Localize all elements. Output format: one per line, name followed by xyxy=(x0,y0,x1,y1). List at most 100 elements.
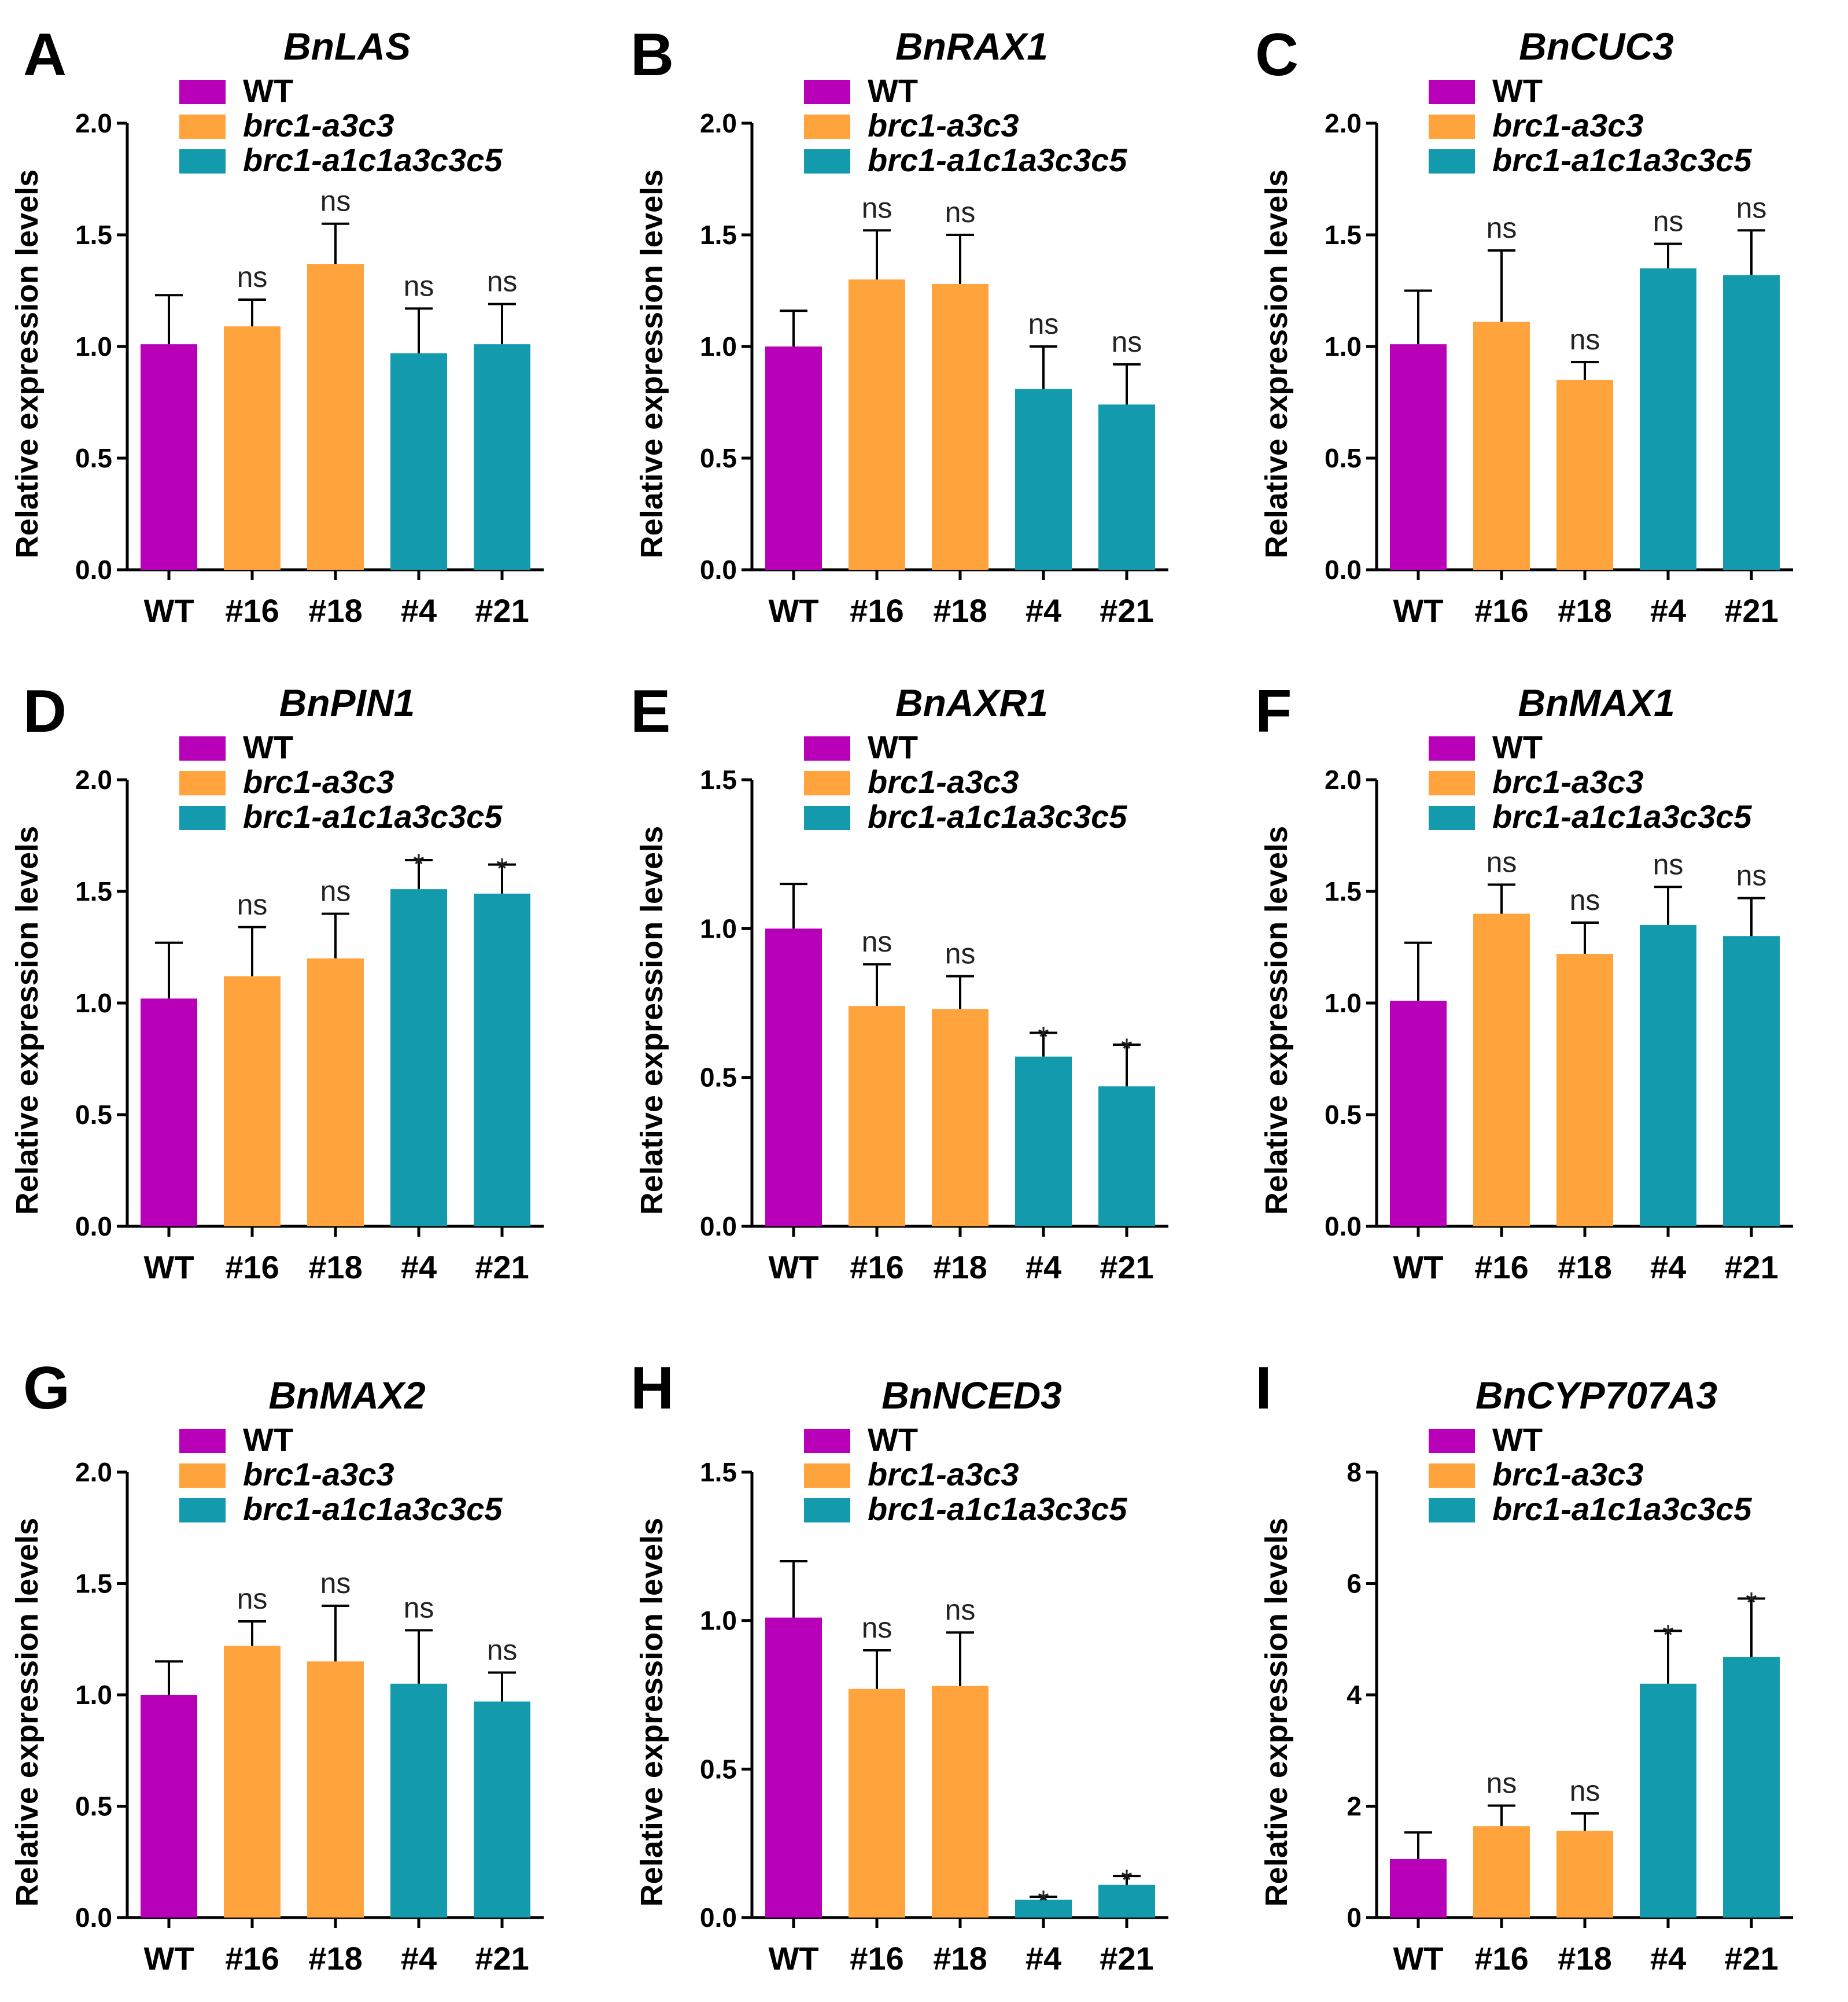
x-category-label: #4 xyxy=(1026,1249,1061,1285)
y-tick-label: 1.5 xyxy=(700,765,737,795)
y-tick-label: 2.0 xyxy=(75,765,112,795)
legend-label: brc1-a3c3 xyxy=(868,1456,1019,1492)
bar xyxy=(1640,924,1696,1226)
panel-letter: B xyxy=(630,21,674,89)
legend-swatch xyxy=(179,736,226,761)
bar xyxy=(1473,322,1530,570)
significance-label: * xyxy=(413,848,424,880)
legend-swatch xyxy=(804,1498,850,1522)
x-category-label: #16 xyxy=(850,1249,903,1285)
legend-swatch xyxy=(1429,736,1475,761)
bar xyxy=(390,1683,447,1918)
x-category-label: #21 xyxy=(1100,592,1153,629)
panel-b: B BnRAX1 0.0 0.5 1.0 1.5 2.0 Relative expressio… xyxy=(630,21,1168,629)
bar xyxy=(474,1701,530,1918)
significance-label: ns xyxy=(1486,846,1517,878)
significance-label: * xyxy=(1662,1618,1673,1651)
significance-label: ns xyxy=(1736,191,1767,224)
legend-swatch xyxy=(1429,806,1475,830)
bar xyxy=(224,976,281,1226)
bar xyxy=(1015,389,1072,570)
y-axis-title: Relative expression levels xyxy=(635,826,669,1215)
y-tick-label: 0.0 xyxy=(1325,555,1362,585)
significance-label: * xyxy=(496,853,507,885)
x-category-label: WT xyxy=(1393,1940,1443,1977)
y-tick-label: 1.0 xyxy=(700,331,737,362)
y-tick-label: 1.0 xyxy=(75,988,112,1018)
legend-swatch xyxy=(804,736,850,761)
significance-label: ns xyxy=(487,1634,518,1667)
x-category-label: #18 xyxy=(1558,1940,1611,1977)
legend-label: brc1-a3c3 xyxy=(243,107,394,143)
bar xyxy=(849,279,905,570)
panel-d: D BnPIN1 0.0 0.5 1.0 1.5 2.0 Relative expressio… xyxy=(10,678,544,1285)
bar xyxy=(1390,1859,1447,1918)
y-tick-label: 0.0 xyxy=(1325,1211,1362,1241)
legend-label: WT xyxy=(868,729,918,765)
significance-label: ns xyxy=(320,185,351,217)
legend-swatch xyxy=(179,80,226,104)
legend-swatch xyxy=(179,806,226,830)
significance-label: ns xyxy=(320,1567,351,1599)
y-tick-label: 1.5 xyxy=(700,220,737,250)
panel-title: BnAXR1 xyxy=(895,681,1048,724)
legend-label: brc1-a1c1a3c3c5 xyxy=(243,798,503,835)
y-tick-label: 0.5 xyxy=(1325,1100,1362,1130)
y-tick-label: 0.5 xyxy=(700,1754,737,1784)
y-tick-label: 1.5 xyxy=(75,220,112,250)
legend-swatch xyxy=(804,80,850,104)
y-tick-label: 1.5 xyxy=(75,876,112,906)
bar xyxy=(932,1009,988,1226)
y-tick-label: 0.5 xyxy=(75,443,112,473)
bar xyxy=(849,1006,905,1226)
panel-letter: I xyxy=(1255,1355,1272,1422)
x-category-label: #21 xyxy=(1100,1940,1153,1977)
legend-swatch xyxy=(179,149,226,174)
legend-swatch xyxy=(804,806,850,830)
bar xyxy=(1473,1826,1530,1918)
significance-label: ns xyxy=(320,875,351,908)
bar xyxy=(1015,1900,1072,1918)
y-axis-title: Relative expression levels xyxy=(635,169,669,558)
legend-label: WT xyxy=(243,729,293,765)
panel-e: E BnAXR1 0.0 0.5 1.0 1.5 Relative expression l… xyxy=(630,678,1168,1285)
y-tick-label: 0.5 xyxy=(1325,443,1362,473)
y-axis-title: Relative expression levels xyxy=(10,826,45,1215)
y-tick-label: 4 xyxy=(1347,1680,1362,1710)
significance-label: ns xyxy=(862,191,892,224)
x-category-label: #4 xyxy=(1026,1940,1061,1977)
legend-swatch xyxy=(1429,1463,1475,1488)
y-tick-label: 0.5 xyxy=(700,443,737,473)
bar xyxy=(1015,1056,1072,1226)
panel-letter: F xyxy=(1255,678,1292,745)
y-tick-label: 1.5 xyxy=(1325,220,1362,250)
bar xyxy=(932,1686,988,1918)
y-tick-label: 0.0 xyxy=(700,1903,737,1933)
y-tick-label: 1.5 xyxy=(1325,876,1362,906)
significance-label: ns xyxy=(1486,1767,1517,1800)
x-category-label: WT xyxy=(1393,1249,1443,1285)
y-axis-title: Relative expression levels xyxy=(10,169,45,558)
panel-letter: E xyxy=(630,678,670,745)
x-category-label: #16 xyxy=(1474,592,1528,629)
legend-swatch xyxy=(1429,80,1475,104)
significance-label: ns xyxy=(1570,323,1600,356)
panel-c: C BnCUC3 0.0 0.5 1.0 1.5 2.0 Relative expressio… xyxy=(1255,21,1793,629)
bar xyxy=(224,1646,281,1918)
significance-label: ns xyxy=(945,938,976,970)
y-tick-label: 1.0 xyxy=(1325,988,1362,1018)
significance-label: ns xyxy=(862,926,892,958)
significance-label: ns xyxy=(1653,205,1684,237)
x-category-label: #21 xyxy=(1724,1249,1778,1285)
significance-label: ns xyxy=(404,1591,434,1624)
x-category-label: #18 xyxy=(308,1249,362,1285)
legend-swatch xyxy=(179,115,226,139)
significance-label: * xyxy=(1121,1033,1132,1065)
x-category-label: #4 xyxy=(401,1249,437,1285)
panel-a: A BnLAS 0.0 0.5 1.0 1.5 2.0 Relative expression… xyxy=(10,21,544,629)
legend-label: brc1-a1c1a3c3c5 xyxy=(1492,142,1752,178)
x-category-label: #16 xyxy=(850,1940,903,1977)
bar xyxy=(307,958,364,1226)
x-category-label: #4 xyxy=(1026,592,1061,629)
panel-letter: G xyxy=(23,1355,70,1422)
